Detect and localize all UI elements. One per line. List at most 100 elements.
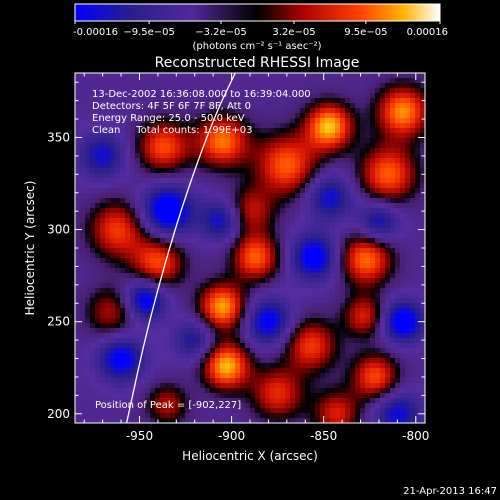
heatmap-cell	[295, 168, 301, 174]
heatmap-cell	[405, 78, 411, 84]
heatmap-cell	[405, 248, 411, 254]
heatmap-cell	[80, 168, 86, 174]
heatmap-cell	[100, 223, 106, 229]
heatmap-cell	[225, 268, 231, 274]
heatmap-cell	[220, 98, 226, 104]
heatmap-cell	[190, 318, 196, 324]
heatmap-cell	[75, 198, 81, 204]
heatmap-cell	[220, 258, 226, 264]
heatmap-cell	[275, 213, 281, 219]
heatmap-cell	[155, 233, 161, 239]
heatmap-cell	[115, 163, 121, 169]
heatmap-cell	[385, 353, 391, 359]
heatmap-cell	[170, 248, 176, 254]
heatmap-cell	[105, 153, 111, 159]
heatmap-cell	[375, 193, 381, 199]
heatmap-cell	[285, 113, 291, 119]
heatmap-cell	[255, 78, 261, 84]
heatmap-cell	[330, 93, 336, 99]
heatmap-cell	[200, 323, 206, 329]
heatmap-cell	[385, 128, 391, 134]
heatmap-cell	[230, 123, 236, 129]
heatmap-cell	[75, 158, 81, 164]
heatmap-cell	[125, 258, 131, 264]
heatmap-cell	[140, 303, 146, 309]
heatmap-cell	[340, 218, 346, 224]
heatmap-cell	[385, 108, 391, 114]
heatmap-cell	[200, 303, 206, 309]
heatmap-cell	[90, 138, 96, 144]
heatmap-cell	[300, 248, 306, 254]
heatmap-cell	[170, 103, 176, 109]
heatmap-cell	[310, 278, 316, 284]
heatmap-cell	[415, 268, 421, 274]
heatmap-cell	[75, 348, 81, 354]
heatmap-cell	[235, 408, 241, 414]
heatmap-cell	[420, 108, 425, 114]
heatmap-cell	[335, 418, 341, 423]
heatmap-cell	[295, 88, 301, 94]
heatmap-cell	[370, 213, 376, 219]
colorbar-ticks: -0.00016 −9.5e−05 −3.2e−05 3.2e−05 9.5e−05 0.…	[73, 21, 448, 38]
heatmap-cell	[115, 93, 121, 99]
heatmap-cell	[160, 138, 166, 144]
heatmap-cell	[400, 228, 406, 234]
heatmap-cell	[260, 113, 266, 119]
heatmap-cell	[215, 288, 221, 294]
heatmap-cell	[375, 338, 381, 344]
heatmap-cell	[405, 143, 411, 149]
heatmap-cell	[85, 193, 91, 199]
heatmap-cell	[390, 108, 396, 114]
heatmap-cell	[235, 128, 241, 134]
heatmap-cell	[245, 163, 251, 169]
heatmap-cell	[130, 218, 136, 224]
heatmap-cell	[370, 268, 376, 274]
heatmap-cell	[295, 138, 301, 144]
heatmap-cell	[355, 388, 361, 394]
heatmap-cell	[150, 348, 156, 354]
heatmap-cell	[245, 108, 251, 114]
heatmap-cell	[160, 358, 166, 364]
heatmap-cell	[280, 258, 286, 264]
heatmap-cell	[355, 353, 361, 359]
heatmap-cell	[300, 243, 306, 249]
heatmap-cell	[230, 193, 236, 199]
heatmap-cell	[145, 153, 151, 159]
heatmap-cell	[250, 408, 256, 414]
heatmap-cell	[335, 303, 341, 309]
heatmap-cell	[340, 313, 346, 319]
heatmap-cell	[350, 273, 356, 279]
heatmap-cell	[135, 208, 141, 214]
heatmap-cell	[230, 253, 236, 259]
heatmap-cell	[300, 393, 306, 399]
heatmap-cell	[265, 113, 271, 119]
heatmap-cell	[125, 158, 131, 164]
heatmap-cell	[160, 258, 166, 264]
heatmap-cell	[340, 283, 346, 289]
heatmap-cell	[215, 273, 221, 279]
heatmap-cell	[350, 253, 356, 259]
heatmap-cell	[100, 208, 106, 214]
heatmap-cell	[115, 293, 121, 299]
heatmap-cell	[110, 128, 116, 134]
heatmap-cell	[225, 333, 231, 339]
heatmap-cell	[405, 263, 411, 269]
heatmap-cell	[210, 393, 216, 399]
heatmap-cell	[150, 178, 156, 184]
heatmap-cell	[135, 323, 141, 329]
heatmap-cell	[205, 298, 211, 304]
heatmap-cell	[290, 148, 296, 154]
heatmap-cell	[185, 383, 191, 389]
heatmap-cell	[395, 323, 401, 329]
heatmap-cell	[380, 173, 386, 179]
heatmap-cell	[365, 188, 371, 194]
heatmap-cell	[260, 368, 266, 374]
heatmap-cell	[310, 183, 316, 189]
heatmap-cell	[365, 153, 371, 159]
heatmap-cell	[380, 188, 386, 194]
solar-limb-curve	[125, 73, 236, 423]
heatmap-cell	[380, 293, 386, 299]
heatmap-cell	[355, 93, 361, 99]
heatmap-cell	[265, 193, 271, 199]
heatmap-cell	[185, 223, 191, 229]
